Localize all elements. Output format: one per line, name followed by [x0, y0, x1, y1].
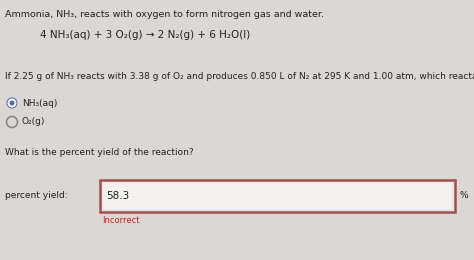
Text: 4 NH₃(aq) + 3 O₂(g) → 2 N₂(g) + 6 H₂O(l): 4 NH₃(aq) + 3 O₂(g) → 2 N₂(g) + 6 H₂O(l): [40, 30, 250, 40]
Text: 58.3: 58.3: [106, 191, 129, 201]
FancyBboxPatch shape: [100, 180, 455, 212]
Circle shape: [9, 101, 15, 106]
Text: If 2.25 g of NH₃ reacts with 3.38 g of O₂ and produces 0.850 L of N₂ at 295 K an: If 2.25 g of NH₃ reacts with 3.38 g of O…: [5, 72, 474, 81]
Text: Incorrect: Incorrect: [102, 216, 139, 225]
Text: NH₃(aq): NH₃(aq): [22, 99, 57, 107]
Text: percent yield:: percent yield:: [5, 192, 68, 200]
Text: O₂(g): O₂(g): [22, 118, 46, 127]
Circle shape: [7, 98, 18, 108]
Text: Ammonia, NH₃, reacts with oxygen to form nitrogen gas and water.: Ammonia, NH₃, reacts with oxygen to form…: [5, 10, 324, 19]
Circle shape: [8, 99, 17, 107]
Text: What is the percent yield of the reaction?: What is the percent yield of the reactio…: [5, 148, 193, 157]
Text: %: %: [460, 192, 469, 200]
FancyBboxPatch shape: [103, 183, 452, 209]
